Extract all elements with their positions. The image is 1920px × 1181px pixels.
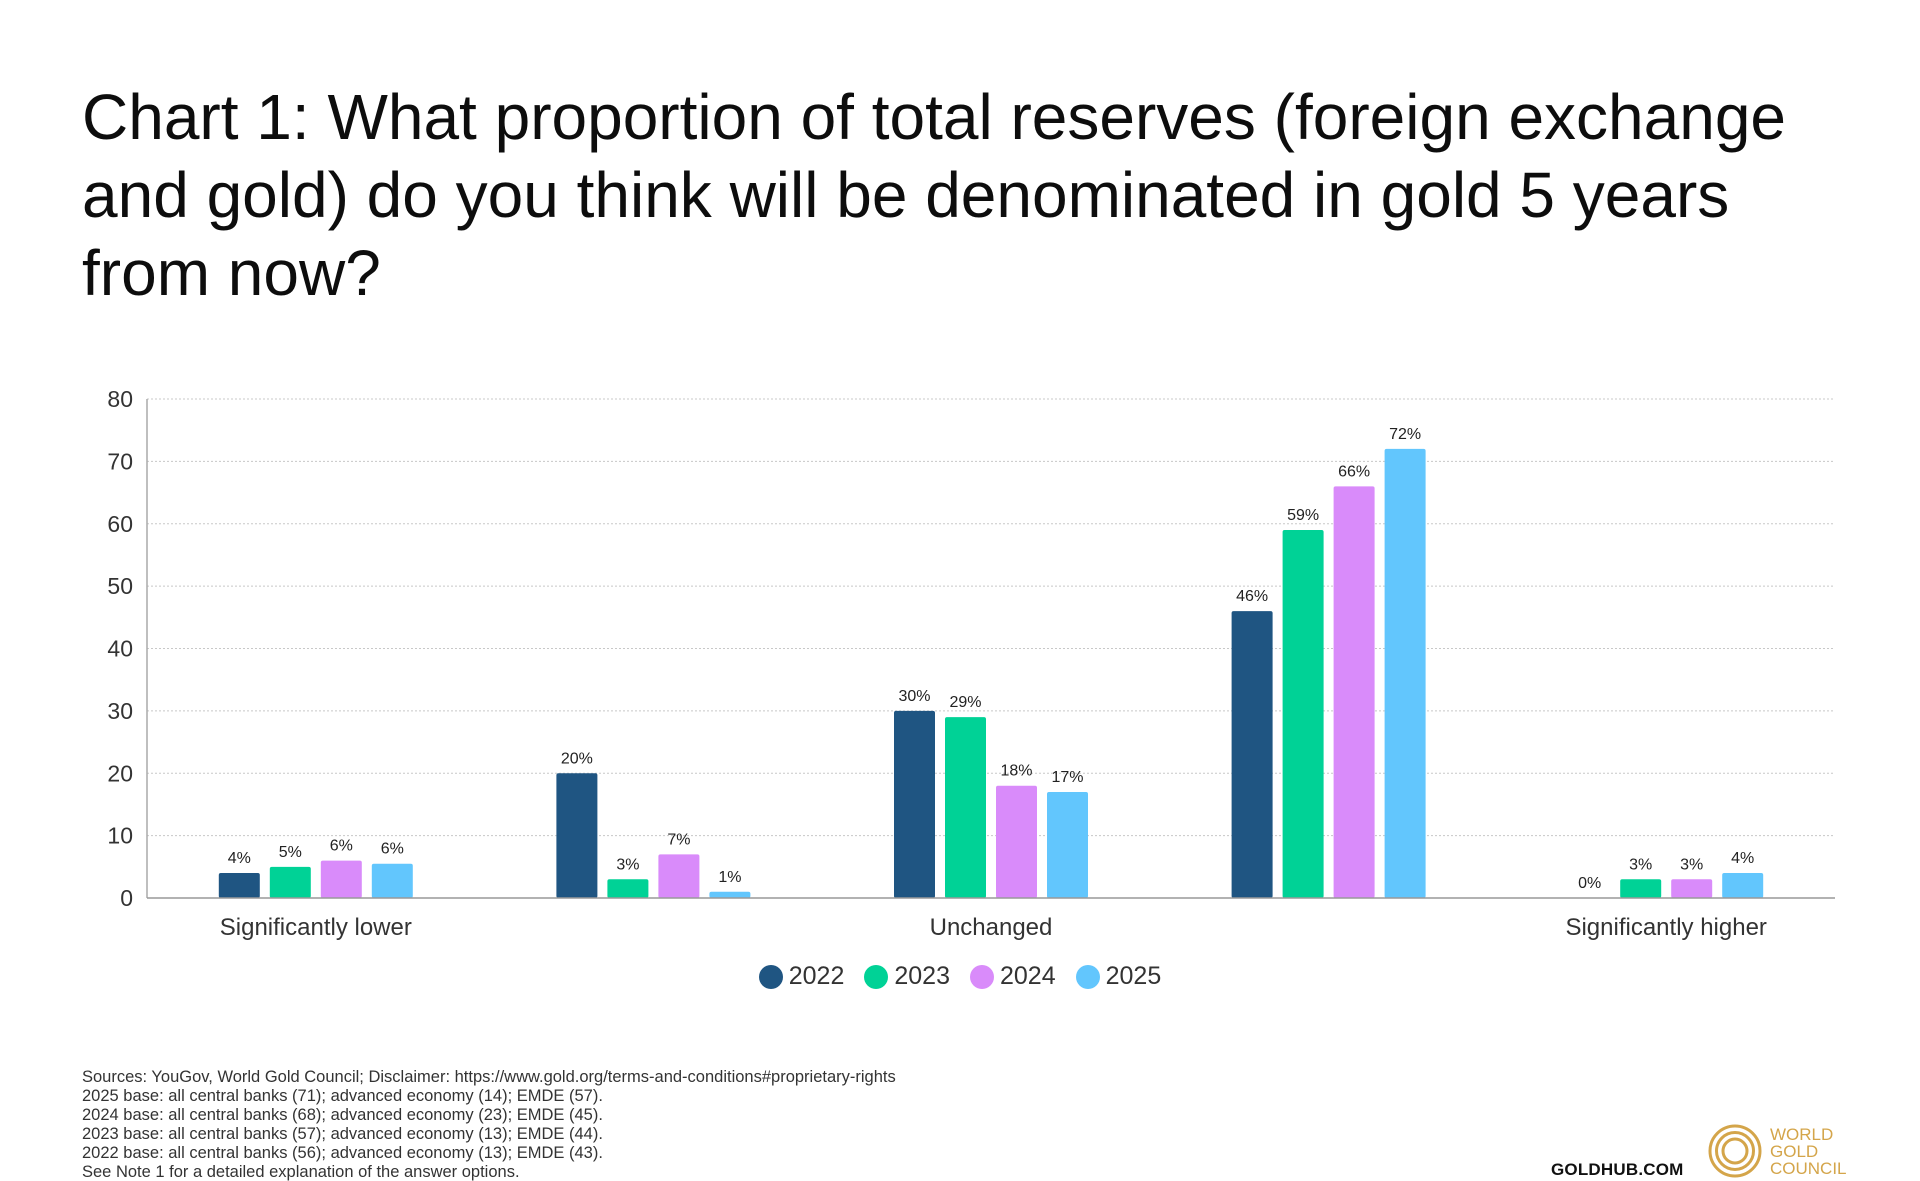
bar-2023 bbox=[269, 866, 311, 898]
y-tick-label: 40 bbox=[107, 636, 133, 662]
base-line-2023: 2023 base: all central banks (57); advan… bbox=[82, 1125, 603, 1143]
data-label: 3% bbox=[616, 856, 639, 873]
footer-notes: Sources: YouGov, World Gold Council; Dis… bbox=[82, 1068, 896, 1181]
legend-label: 2024 bbox=[1000, 962, 1056, 990]
goldhub-link[interactable]: GOLDHUB.COM bbox=[1551, 1160, 1684, 1179]
legend-swatch bbox=[970, 964, 994, 989]
world-gold-council-logo: WORLD GOLD COUNCIL bbox=[1708, 1124, 1847, 1178]
y-tick-label: 50 bbox=[107, 573, 133, 599]
logo-word: COUNCIL bbox=[1770, 1158, 1847, 1178]
y-tick-label: 70 bbox=[107, 448, 133, 474]
legend-item-2023: 2023 bbox=[864, 962, 950, 991]
data-label: 20% bbox=[561, 750, 593, 767]
x-category-label: Unchanged bbox=[930, 914, 1053, 941]
data-label: 59% bbox=[1287, 507, 1319, 524]
base-line-2025: 2025 base: all central banks (71); advan… bbox=[82, 1087, 603, 1105]
y-tick-label: 80 bbox=[107, 386, 133, 412]
bar-2022 bbox=[1231, 611, 1273, 898]
bar-2025 bbox=[709, 891, 751, 898]
data-label: 7% bbox=[667, 831, 690, 848]
bar-2024 bbox=[1671, 879, 1713, 898]
data-label: 46% bbox=[1236, 588, 1268, 605]
base-line-2022: 2022 base: all central banks (56); advan… bbox=[82, 1144, 603, 1162]
data-label: 4% bbox=[228, 850, 251, 867]
bar-2023 bbox=[1620, 879, 1662, 898]
bar-2023 bbox=[945, 717, 986, 898]
bar-2024 bbox=[996, 785, 1037, 898]
legend-item-2025: 2025 bbox=[1075, 962, 1162, 991]
data-label: 6% bbox=[330, 838, 353, 855]
data-label: 29% bbox=[949, 694, 981, 711]
bar-2025 bbox=[371, 863, 413, 898]
data-label: 72% bbox=[1389, 426, 1421, 443]
y-tick-label: 30 bbox=[107, 698, 133, 724]
logo-word: GOLD bbox=[1770, 1141, 1819, 1161]
bar-2024 bbox=[658, 854, 700, 898]
y-tick-label: 0 bbox=[120, 885, 133, 911]
note-line: See Note 1 for a detailed explanation of… bbox=[82, 1163, 520, 1181]
legend-label: 2023 bbox=[894, 962, 950, 990]
sources-line: Sources: YouGov, World Gold Council; Dis… bbox=[82, 1068, 896, 1086]
logo-word: WORLD bbox=[1770, 1124, 1834, 1144]
bar-2022 bbox=[894, 710, 935, 898]
bar-2023 bbox=[1282, 529, 1324, 898]
data-label: 17% bbox=[1051, 769, 1083, 786]
data-label: 0% bbox=[1578, 875, 1601, 892]
legend: 2022 2023 2024 2025 bbox=[0, 962, 1920, 991]
legend-item-2024: 2024 bbox=[970, 962, 1056, 991]
bar-2024 bbox=[1333, 486, 1375, 898]
chart-title: Chart 1: What proportion of total reserv… bbox=[82, 81, 1786, 309]
logo-rings-icon bbox=[1708, 1124, 1762, 1178]
bar-2025 bbox=[1722, 873, 1764, 898]
legend-item-2022: 2022 bbox=[758, 962, 845, 991]
bar-2024 bbox=[320, 860, 362, 898]
data-label: 3% bbox=[1629, 856, 1652, 873]
logo-wordmark: WORLD GOLD COUNCIL bbox=[1770, 1126, 1847, 1177]
bar-2025 bbox=[1384, 448, 1426, 898]
x-category-label: Significantly higher bbox=[1565, 914, 1766, 941]
legend-label: 2022 bbox=[788, 962, 845, 990]
data-label: 30% bbox=[898, 688, 930, 705]
bar-2023 bbox=[607, 879, 649, 898]
legend-swatch bbox=[1075, 964, 1100, 989]
legend-swatch bbox=[758, 964, 783, 989]
data-label: 4% bbox=[1731, 850, 1754, 867]
data-label: 66% bbox=[1338, 463, 1370, 480]
y-tick-label: 60 bbox=[107, 511, 133, 537]
legend-label: 2025 bbox=[1105, 962, 1162, 990]
bar-2025 bbox=[1047, 791, 1088, 898]
bar-2022 bbox=[556, 773, 598, 898]
data-label: 6% bbox=[381, 841, 404, 858]
base-line-2024: 2024 base: all central banks (68); advan… bbox=[82, 1106, 603, 1124]
data-label: 3% bbox=[1680, 856, 1703, 873]
y-tick-label: 10 bbox=[107, 823, 133, 849]
y-tick-label: 20 bbox=[107, 760, 133, 786]
bar-2022 bbox=[218, 873, 260, 898]
data-label: 1% bbox=[718, 869, 741, 886]
x-category-label: Significantly lower bbox=[220, 914, 412, 941]
data-label: 5% bbox=[279, 844, 302, 861]
data-label: 18% bbox=[1000, 763, 1032, 780]
legend-swatch bbox=[864, 964, 889, 989]
